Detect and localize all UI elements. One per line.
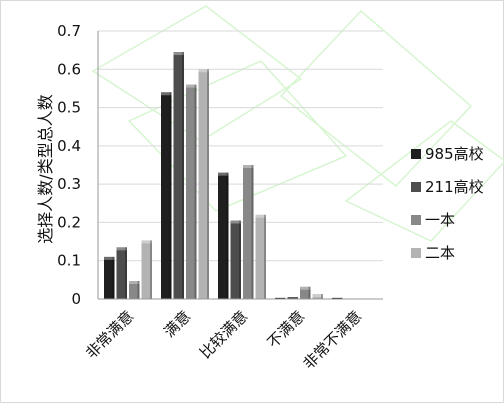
decor-shape bbox=[344, 120, 504, 242]
legend-item: 一本 bbox=[411, 211, 455, 229]
x-category-label: 非常满意 bbox=[82, 307, 137, 362]
bar-bevel-side bbox=[150, 240, 152, 299]
bar bbox=[275, 297, 286, 299]
bar bbox=[300, 286, 311, 299]
bar-body bbox=[312, 294, 323, 299]
bar bbox=[173, 52, 184, 299]
bar bbox=[161, 92, 172, 299]
bar-bevel-top bbox=[243, 165, 254, 168]
legend-swatch bbox=[411, 215, 421, 225]
background-decoration bbox=[91, 5, 504, 242]
legend-item: 211高校 bbox=[411, 178, 484, 196]
bar bbox=[186, 84, 197, 299]
bar-body bbox=[116, 247, 127, 299]
bar-bevel-side bbox=[112, 256, 115, 299]
bar-bevel-top bbox=[116, 247, 127, 251]
legend-swatch bbox=[411, 248, 421, 258]
bar-bevel-side bbox=[264, 214, 266, 299]
bar-bevel-top bbox=[129, 281, 140, 285]
legend-swatch bbox=[411, 149, 421, 159]
bar-body bbox=[141, 240, 152, 299]
bar bbox=[129, 281, 140, 299]
bar-body bbox=[173, 52, 184, 299]
bar-body bbox=[243, 165, 254, 299]
bars bbox=[104, 52, 343, 300]
bar-bevel-side bbox=[308, 286, 311, 299]
x-category-label: 不满意 bbox=[264, 307, 309, 352]
bar-body bbox=[275, 297, 286, 299]
y-tick-label: 0.6 bbox=[57, 60, 81, 78]
bar-body bbox=[255, 214, 266, 299]
bar bbox=[243, 165, 254, 299]
x-category-label: 非常不满意 bbox=[300, 307, 366, 373]
y-tick-label: 0.3 bbox=[57, 175, 81, 193]
bar-body bbox=[129, 281, 140, 299]
legend-item: 二本 bbox=[411, 244, 455, 262]
bar-bevel-side bbox=[251, 165, 254, 299]
bar-body bbox=[300, 286, 311, 299]
bar-body bbox=[104, 256, 115, 299]
bar bbox=[116, 247, 127, 299]
bar-bevel-top bbox=[300, 286, 311, 290]
bar-bevel-top bbox=[141, 240, 152, 244]
bar-body bbox=[198, 69, 209, 300]
bar-bevel-side bbox=[321, 294, 323, 299]
y-tick-label: 0.4 bbox=[57, 137, 81, 155]
bar bbox=[255, 214, 266, 299]
bar-body bbox=[161, 92, 172, 299]
y-tick-label: 0 bbox=[71, 290, 81, 308]
bar-bevel-top bbox=[230, 220, 241, 224]
bar-bevel-side bbox=[226, 172, 229, 299]
bar bbox=[104, 256, 115, 299]
bar-body bbox=[230, 220, 241, 299]
bar-bevel-side bbox=[194, 84, 197, 299]
bar-bevel-side bbox=[239, 220, 241, 299]
bar-body bbox=[218, 172, 229, 299]
bar bbox=[332, 297, 343, 299]
bar-bevel-top bbox=[186, 84, 197, 88]
bar-bevel-side bbox=[137, 281, 140, 299]
y-tick-label: 0.7 bbox=[57, 22, 81, 40]
y-tick-labels: 0 0.1 0.2 0.3 0.4 0.5 0.6 0.7 bbox=[57, 22, 81, 308]
bar-bevel-top bbox=[218, 172, 229, 176]
bar-body bbox=[332, 297, 343, 299]
bar-bevel-top bbox=[198, 69, 209, 73]
bar-bevel-side bbox=[182, 52, 184, 299]
bar-bevel-side bbox=[125, 247, 127, 299]
legend-item: 985高校 bbox=[411, 145, 484, 163]
bar-body bbox=[287, 297, 298, 299]
legend-label: 985高校 bbox=[425, 145, 484, 163]
bar-bevel-top bbox=[312, 294, 323, 298]
bar-bevel-top bbox=[173, 52, 184, 56]
bar-bevel-top bbox=[161, 92, 172, 96]
y-tick-label: 0.5 bbox=[57, 99, 81, 117]
bar bbox=[198, 69, 209, 300]
legend-label: 211高校 bbox=[425, 178, 484, 196]
y-tick-label: 0.2 bbox=[57, 213, 81, 231]
y-axis-label: 选择人数/类型总人数 bbox=[36, 94, 55, 243]
legend-swatch bbox=[411, 182, 421, 192]
bar bbox=[312, 294, 323, 299]
x-category-label: 比较满意 bbox=[196, 307, 251, 362]
bar-bevel-top bbox=[104, 256, 115, 260]
x-category-label: 满意 bbox=[160, 307, 194, 341]
bar-body bbox=[186, 84, 197, 299]
y-tick-label: 0.1 bbox=[57, 252, 81, 270]
legend-label: 一本 bbox=[425, 211, 455, 229]
bar bbox=[287, 297, 298, 299]
decor-shape bbox=[279, 9, 473, 188]
bar bbox=[218, 172, 229, 299]
bar bbox=[230, 220, 241, 299]
legend-label: 二本 bbox=[425, 244, 455, 262]
bar-bevel-top bbox=[255, 214, 266, 218]
bar-bevel-side bbox=[169, 92, 172, 299]
axes bbox=[97, 31, 383, 300]
decor-shape bbox=[91, 5, 303, 142]
bar bbox=[141, 240, 152, 299]
bar-bevel-side bbox=[207, 69, 209, 300]
